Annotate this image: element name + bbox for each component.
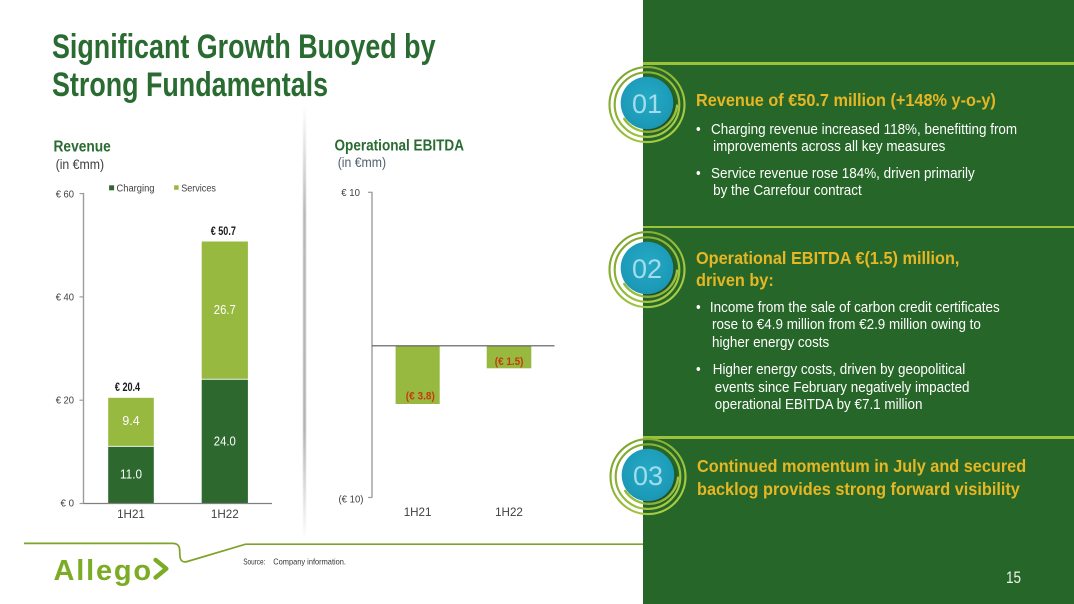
- svg-text:1H22: 1H22: [211, 507, 239, 521]
- svg-text:03: 03: [632, 461, 662, 491]
- svg-text:(€ 1.5): (€ 1.5): [495, 356, 524, 368]
- svg-text:€ 10: € 10: [341, 187, 360, 199]
- svg-text:Charging: Charging: [117, 184, 155, 195]
- svg-text:€ 20: € 20: [56, 395, 74, 407]
- svg-text:€ 40: € 40: [56, 292, 74, 304]
- svg-text:24.0: 24.0: [214, 434, 236, 449]
- svg-text:€ 0: € 0: [61, 498, 75, 510]
- svg-text:1H21: 1H21: [404, 505, 432, 519]
- svg-text:Operational EBITDA: Operational EBITDA: [335, 138, 465, 155]
- svg-text:€ 50.7: € 50.7: [211, 224, 236, 238]
- svg-text:1H22: 1H22: [495, 505, 523, 519]
- svg-text:26.7: 26.7: [214, 302, 236, 317]
- svg-text:9.4: 9.4: [122, 413, 139, 428]
- svg-text:Source:: Source:: [243, 556, 265, 566]
- svg-text:11.0: 11.0: [120, 466, 142, 481]
- svg-text:(€ 10): (€ 10): [339, 493, 364, 505]
- svg-text:(in €mm): (in €mm): [338, 154, 386, 170]
- svg-text:Company information.: Company information.: [273, 556, 346, 566]
- svg-text:€ 60: € 60: [56, 189, 74, 201]
- svg-text:02: 02: [632, 254, 662, 284]
- svg-text:(in €mm): (in €mm): [56, 156, 105, 172]
- svg-text:€ 20.4: € 20.4: [115, 380, 140, 394]
- svg-text:01: 01: [632, 89, 662, 119]
- svg-text:1H21: 1H21: [117, 507, 145, 521]
- svg-text:(€ 3.8): (€ 3.8): [406, 390, 435, 402]
- svg-text:Revenue: Revenue: [54, 138, 111, 155]
- svg-text:Services: Services: [181, 184, 216, 195]
